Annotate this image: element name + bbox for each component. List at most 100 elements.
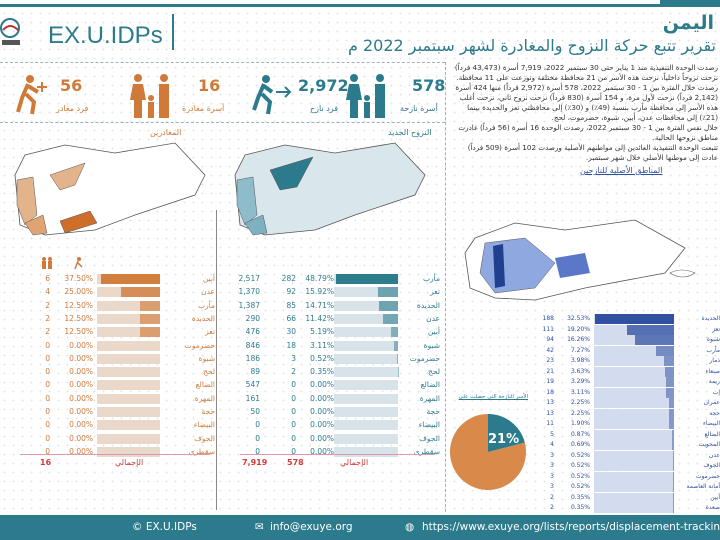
table-row: عمران 13 2.25% — [530, 397, 720, 409]
bar-fill — [668, 408, 674, 419]
bar-fill — [140, 327, 160, 338]
footer: © EX.U.IDPs ✉ info@exuye.org ◍ https://w… — [0, 515, 720, 540]
table-row: أبين 6 37.50% — [0, 273, 215, 285]
cumulative-total: 7,919 — [242, 458, 268, 467]
bar-fill — [673, 503, 674, 513]
family-icon — [346, 74, 385, 118]
new-displacement-title: النزوح الجديد — [388, 128, 432, 137]
pie-chart — [450, 414, 526, 490]
province-name: الحديدة — [191, 313, 215, 323]
families-count: 0 — [45, 407, 50, 416]
province-name: شبوة — [198, 353, 215, 363]
province-name: البيضاء — [703, 420, 720, 427]
bar-track — [594, 387, 674, 398]
bar-track — [97, 274, 160, 284]
bar-track — [594, 335, 674, 345]
percentage: 0.52% — [570, 483, 590, 490]
families-count: 2 — [45, 327, 50, 337]
province-name: عدن — [708, 451, 720, 459]
percentage: 0.52% — [310, 353, 334, 363]
departures-total-label: الإجمالي — [115, 458, 144, 467]
bar-track — [97, 446, 160, 457]
region-hudaydah — [236, 176, 258, 226]
percentage: 48.79% — [305, 274, 334, 283]
percentage: 0.35% — [310, 367, 334, 377]
province-name: الجوف — [703, 462, 720, 469]
bar-fill — [664, 356, 674, 366]
bar-fill — [656, 345, 674, 356]
departing-person-col-icon — [70, 254, 84, 273]
table-row: حجة 13 2.25% — [530, 408, 720, 420]
province-name: الحديدة — [701, 315, 720, 322]
families-count: 42 — [546, 346, 554, 354]
families-count: 18 — [546, 388, 554, 396]
divider — [0, 62, 445, 63]
bar-track — [594, 482, 674, 492]
bar-track — [594, 450, 674, 461]
percentage: 3.29% — [570, 378, 590, 385]
divider — [445, 62, 446, 512]
percentage: 5.19% — [310, 327, 334, 337]
emblem-logo-icon — [0, 18, 20, 45]
percentage: 0.00% — [310, 420, 334, 430]
intro-text: رصدت الوحدة التنفيذية منذ 1 يناير حتى 30… — [450, 63, 718, 163]
percentage: 0.00% — [69, 393, 93, 403]
top-accent-line — [0, 4, 720, 7]
bar-fill — [379, 300, 398, 311]
region-hudaydah — [16, 176, 38, 226]
cumulative-count: 547 — [245, 380, 260, 390]
bar-track — [594, 366, 674, 377]
bar-track — [97, 353, 160, 364]
bar-track — [97, 367, 160, 378]
bar-track — [97, 313, 160, 324]
new-displacement-table: مأرب 2,517 282 48.79% تعز 1,370 92 15.92% الحديد… — [220, 273, 440, 463]
table-row: حضرموت 3 0.52% — [530, 471, 720, 483]
brand-logo: EX.U.IDPs — [48, 22, 163, 49]
bar-track — [334, 300, 398, 311]
table-row: البيضاء 0 0.00% — [0, 419, 215, 431]
bar-fill — [672, 471, 674, 482]
stat-value: 2,972 — [298, 76, 349, 95]
stat-label: أسرة نازحة — [400, 104, 438, 113]
families-count: 0 — [291, 433, 296, 443]
table-row: الضالع 0 0.00% — [0, 379, 215, 391]
cumulative-count: 1,387 — [238, 300, 260, 310]
bar-track — [334, 340, 398, 351]
bar-fill — [394, 340, 398, 351]
families-count: 4 — [45, 287, 50, 297]
footer-email[interactable]: info@exuye.org — [270, 521, 353, 533]
stat-label: أسرة مغادرة — [182, 104, 225, 113]
percentage: 25.00% — [64, 287, 93, 297]
families-count: 0 — [45, 380, 50, 390]
percentage: 0.52% — [570, 451, 590, 459]
families-count: 0 — [291, 407, 296, 416]
cumulative-count: 161 — [245, 393, 260, 403]
new-displacement-total-label: الإجمالي — [340, 458, 369, 467]
table-row: شبوة 846 18 3.11% — [220, 340, 440, 352]
table-row: ريمة 19 3.29% — [530, 376, 720, 388]
families-count: 0 — [45, 353, 50, 363]
table-row: لحج 89 2 0.35% — [220, 366, 440, 378]
origins-map — [464, 219, 696, 301]
bar-fill — [140, 313, 160, 324]
families-count: 18 — [286, 340, 296, 350]
percentage: 0.00% — [69, 407, 93, 416]
percentage: 0.00% — [310, 446, 334, 456]
table-row: الحديدة 188 32.53% — [530, 313, 720, 325]
departing-families-col-icon — [40, 254, 54, 273]
families-count: 2 — [45, 300, 50, 310]
footer-url[interactable]: https://www.exuye.org/lists/reports/disp… — [422, 521, 720, 533]
families-count: 66 — [286, 313, 296, 323]
divider — [0, 122, 445, 123]
families-count: 92 — [286, 287, 296, 297]
table-row: حجة 0 0.00% — [0, 406, 215, 418]
province-name: حضرموت — [409, 353, 440, 363]
families-count: 30 — [286, 327, 296, 337]
bar-track — [594, 440, 674, 450]
percentage: 0.00% — [69, 420, 93, 430]
bar-fill — [397, 353, 398, 364]
bar-track — [334, 433, 398, 444]
origins-table: الحديدة 188 32.53% تعز 111 19.20% شبوة 94 16.26%… — [530, 313, 720, 513]
cumulative-count: 846 — [245, 340, 260, 350]
percentage: 0.35% — [570, 493, 590, 501]
